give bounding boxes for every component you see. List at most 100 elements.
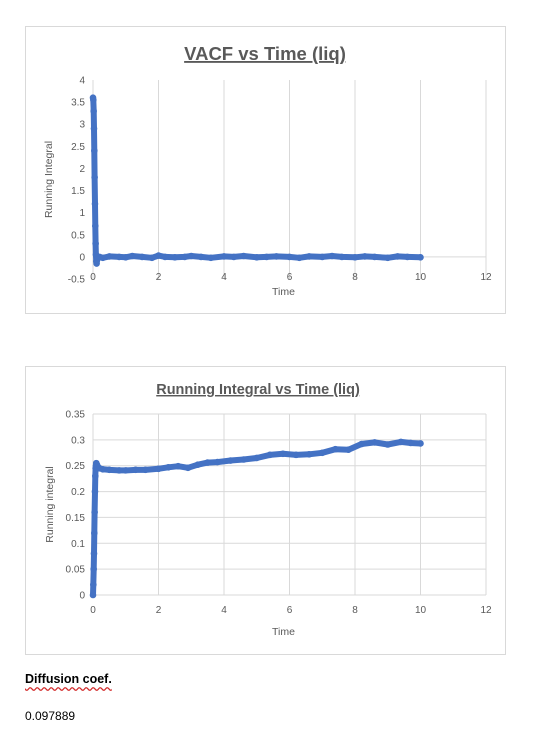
chart1-data-point-44 <box>371 253 378 261</box>
chart2-ytick-label-5: 0.25 <box>66 461 86 472</box>
chart1-data-point-4 <box>91 147 98 155</box>
chart2-data-point-1 <box>90 581 97 588</box>
chart2-xtick-label-4: 8 <box>352 605 358 616</box>
chart2-data-point-17 <box>122 467 130 474</box>
chart2-ytick-label-1: 0.05 <box>66 565 86 576</box>
chart2-data-point-35 <box>332 445 339 453</box>
chart1-ytick-label-8: 3.5 <box>71 98 85 109</box>
chart1-data-point-22 <box>148 254 156 262</box>
chart1-data-point-47 <box>404 253 411 261</box>
chart1-data-point-30 <box>220 253 228 260</box>
chart2-ytick-label-0: 0 <box>79 591 85 602</box>
vacf-chart-svg: VACF vs Time (liq) -0.5 0 0.5 1 1.5 2 2.5 3 3.5 4 0… <box>43 43 492 298</box>
chart2-data-point-27 <box>227 457 234 464</box>
chart1-x-axis-title: Time <box>272 286 295 298</box>
chart2-data-point-16 <box>115 467 123 474</box>
chart1-data-point-18 <box>115 253 123 261</box>
chart1-data-point-46 <box>394 253 401 260</box>
running-integral-chart-svg: Running Integral vs Time (liq) 0 0.05 0.1 0.… <box>44 382 492 638</box>
chart1-data-point-33 <box>253 254 261 261</box>
chart2-data-point-28 <box>240 456 247 463</box>
chart2-data-point-36 <box>345 446 352 453</box>
chart2-data-point-5 <box>91 508 98 516</box>
chart2-data-point-23 <box>184 464 192 472</box>
chart1-data-point-7 <box>91 222 99 230</box>
chart2-data-point-26 <box>214 458 221 466</box>
chart1-data-point-2 <box>90 107 97 115</box>
diffusion-coef-label: Diffusion coef. <box>25 672 112 686</box>
chart2-ytick-label-4: 0.2 <box>71 487 85 498</box>
chart1-data-point-41 <box>338 253 346 261</box>
chart1-data-point-43 <box>361 253 369 260</box>
running-integral-chart: Running Integral vs Time (liq) 0 0.05 0.1 0.… <box>25 366 506 655</box>
chart1-data-point-25 <box>171 254 179 261</box>
chart1-xtick-label-2: 4 <box>221 272 227 283</box>
chart2-data-point-6 <box>91 488 99 495</box>
chart1-data-point-16 <box>99 254 107 262</box>
chart1-data-point-24 <box>161 253 169 261</box>
chart1-data-point-38 <box>305 253 313 260</box>
chart2-data-point-22 <box>174 462 182 470</box>
chart1-data-point-29 <box>207 254 215 262</box>
chart1-data-point-45 <box>384 254 392 262</box>
chart1-ytick-label-4: 1.5 <box>71 186 85 197</box>
chart1-data-point-1 <box>90 96 97 104</box>
chart1-ytick-label-5: 2 <box>79 164 85 175</box>
chart2-xtick-label-3: 6 <box>287 605 293 616</box>
chart2-data-point-14 <box>99 466 107 473</box>
chart2-data-point-42 <box>417 440 424 447</box>
chart1-data-point-34 <box>263 253 270 261</box>
chart2-xtick-label-5: 10 <box>415 605 427 616</box>
chart1-xtick-label-0: 0 <box>90 272 96 283</box>
chart1-ytick-label-6: 2.5 <box>71 142 85 153</box>
chart2-xtick-label-0: 0 <box>90 605 96 616</box>
chart2-data-point-4 <box>91 529 98 537</box>
chart1-data-point-3 <box>90 125 98 132</box>
chart2-xtick-label-1: 2 <box>156 605 162 616</box>
chart2-data-point-38 <box>371 439 378 446</box>
chart1-y-axis-title: Running Integral <box>43 141 55 218</box>
chart1-data-point-36 <box>286 253 293 261</box>
chart1-data-point-17 <box>106 253 113 260</box>
chart1-data-point-6 <box>91 200 99 208</box>
chart1-series-0-trace <box>90 94 424 267</box>
chart2-x-axis-title: Time <box>272 626 295 638</box>
chart2-data-point-32 <box>292 451 300 459</box>
chart1-data-point-5 <box>91 173 98 181</box>
chart1-data-point-27 <box>187 252 195 260</box>
chart1-title: VACF vs Time (liq) <box>184 43 346 64</box>
chart1-ytick-label-9: 4 <box>79 76 85 87</box>
chart1-ytick-label-7: 3 <box>79 120 85 131</box>
chart1-data-point-39 <box>318 253 326 261</box>
chart2-data-point-25 <box>204 459 211 466</box>
chart2-ytick-label-3: 0.15 <box>66 513 86 524</box>
chart1-ytick-label-2: 0.5 <box>71 230 85 241</box>
chart2-data-point-15 <box>106 466 113 474</box>
chart1-data-point-23 <box>155 252 162 259</box>
chart1-ytick-label-3: 1 <box>79 208 85 219</box>
chart1-data-point-32 <box>240 252 247 260</box>
chart1-ytick-label-0: -0.5 <box>68 275 86 286</box>
chart1-data-point-31 <box>230 253 238 261</box>
chart1-xtick-label-6: 12 <box>480 272 492 283</box>
chart1-data-point-26 <box>181 253 188 261</box>
chart2-data-point-30 <box>266 451 274 459</box>
chart1-xtick-label-1: 2 <box>156 272 162 283</box>
chart2-data-point-3 <box>90 550 98 557</box>
chart2-data-point-37 <box>358 440 365 448</box>
chart2-data-point-34 <box>318 449 326 457</box>
chart2-data-point-18 <box>132 466 139 474</box>
chart1-data-point-28 <box>197 253 205 261</box>
chart2-series-0-trace <box>90 438 424 598</box>
chart1-data-point-42 <box>351 254 359 261</box>
chart1-data-point-20 <box>129 252 136 260</box>
chart2-data-point-7 <box>91 472 99 480</box>
chart2-ytick-label-6: 0.3 <box>71 435 85 446</box>
chart2-xtick-label-2: 4 <box>221 605 227 616</box>
chart2-data-point-24 <box>194 461 202 468</box>
diffusion-coef-value: 0.097889 <box>25 709 76 723</box>
chart1-xtick-label-4: 8 <box>352 272 358 283</box>
chart2-data-point-19 <box>142 466 149 474</box>
chart2-data-point-39 <box>384 441 392 448</box>
chart1-data-point-37 <box>296 254 303 262</box>
